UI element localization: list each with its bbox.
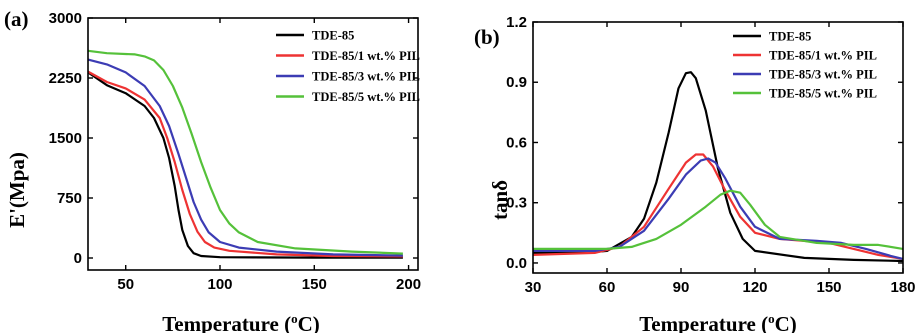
- legend-b: TDE-85 TDE-85/1 wt.% PIL TDE-85/3 wt.% PIL…: [733, 30, 877, 101]
- plot-frame-a: [87, 17, 419, 271]
- x-tick-label-b: 90: [673, 279, 690, 296]
- chart-panel-b: (b) tanδ Temperature (oC) 30 60 90 120 150 18…: [474, 14, 916, 333]
- y-tick-label-b: 0.0: [506, 255, 527, 272]
- x-axis-label-a: Temperature (oC): [162, 311, 320, 333]
- y-tick-label-b: 0.3: [506, 195, 527, 212]
- series-line-b-3: [533, 189, 904, 250]
- series-line-a-3: [87, 49, 403, 255]
- series-line-a-2: [87, 58, 403, 257]
- y-tick-label-b: 0.6: [506, 134, 527, 151]
- legend-a: TDE-85 TDE-85/1 wt.% PIL TDE-85/3 wt.% PIL…: [276, 29, 420, 104]
- x-tick-label-a: 200: [396, 276, 421, 293]
- x-axis-label-b: Temperature (oC): [639, 311, 797, 333]
- legend-label-b-1: TDE-85/1 wt.% PIL: [769, 49, 877, 63]
- x-tick-label-b: 180: [890, 279, 915, 296]
- x-tick-label-a: 150: [302, 276, 327, 293]
- x-tick-label-b: 30: [525, 279, 542, 296]
- legend-label-b-2: TDE-85/3 wt.% PIL: [769, 68, 877, 82]
- series-line-a-1: [87, 70, 403, 258]
- y-tick-label-a: 0: [74, 250, 82, 267]
- y-axis-label-b: tanδ: [488, 180, 512, 220]
- y-tick-label-b: 1.2: [506, 14, 527, 31]
- legend-label-a-1: TDE-85/1 wt.% PIL: [312, 49, 420, 63]
- y-tick-label-a: 2250: [49, 70, 82, 87]
- panel-label-a: (a): [4, 7, 29, 31]
- x-tick-label-a: 100: [207, 276, 232, 293]
- plot-frame-b: [532, 21, 904, 274]
- x-tick-label-a: 50: [117, 276, 134, 293]
- plot-area-b: 30 60 90 120 150 180 0.0 0.3 0.6 0.9 1.2: [506, 14, 915, 296]
- plot-area-a: 50 100 150 200 0 750 1500 2250 3000: [49, 10, 421, 293]
- y-tick-label-b: 0.9: [506, 74, 527, 91]
- legend-label-a-3: TDE-85/5 wt.% PIL: [312, 90, 420, 104]
- chart-panel-a: (a) E'(Mpa) Temperature (oC) 50 100 150 200…: [4, 7, 421, 333]
- y-tick-label-a: 750: [57, 190, 82, 207]
- series-line-a-0: [87, 71, 403, 259]
- x-tick-label-b: 120: [742, 279, 767, 296]
- panel-label-b: (b): [474, 25, 500, 49]
- y-tick-label-a: 3000: [49, 10, 82, 27]
- y-tick-label-a: 1500: [49, 130, 82, 147]
- legend-label-a-0: TDE-85: [312, 29, 354, 43]
- legend-label-b-0: TDE-85: [769, 30, 811, 44]
- legend-label-a-2: TDE-85/3 wt.% PIL: [312, 70, 420, 84]
- x-tick-label-b: 60: [599, 279, 616, 296]
- legend-label-b-3: TDE-85/5 wt.% PIL: [769, 87, 877, 101]
- x-tick-label-b: 150: [816, 279, 841, 296]
- y-axis-label-a: E'(Mpa): [5, 152, 29, 228]
